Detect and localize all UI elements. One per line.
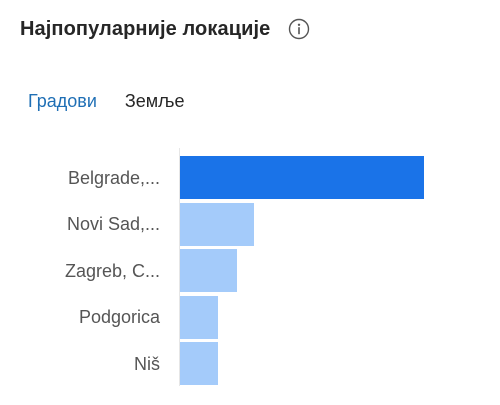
bar-label-0: Belgrade,... xyxy=(67,167,160,188)
header: Најпопуларније локације xyxy=(20,12,310,46)
bar-4[interactable] xyxy=(180,342,218,385)
chart-axis-line xyxy=(179,148,180,386)
info-icon[interactable] xyxy=(288,18,310,40)
tab-cities[interactable]: Градови xyxy=(28,91,97,111)
location-tabs: Градови Земље xyxy=(28,90,184,112)
bar-0[interactable] xyxy=(180,156,424,199)
bar-2[interactable] xyxy=(180,249,238,292)
bar-label-2: Zagreb, C... xyxy=(64,260,160,281)
bar-label-3: Podgorica xyxy=(78,307,160,327)
bar-3[interactable] xyxy=(180,295,218,339)
bar-label-1: Novi Sad,... xyxy=(66,214,160,234)
page-title: Најпопуларније локације xyxy=(20,17,271,40)
bar-label-4: Niš xyxy=(134,353,160,374)
bar-1[interactable] xyxy=(180,202,255,246)
top-locations-chart: Belgrade,... Novi Sad,... Zagreb, C... Podg… xyxy=(0,148,500,388)
tab-countries[interactable]: Земље xyxy=(124,91,185,111)
